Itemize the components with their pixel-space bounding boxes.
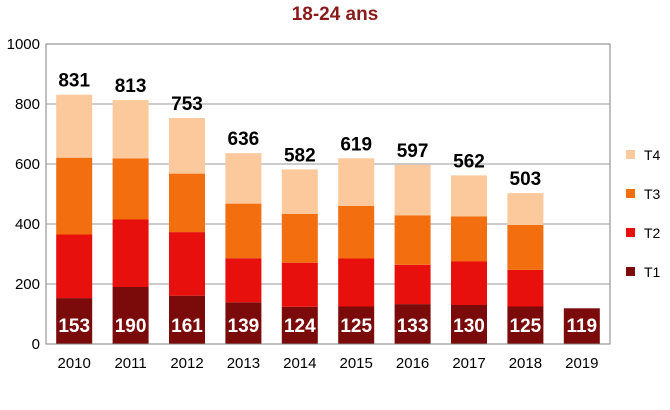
bar-segment-t2: [56, 234, 93, 299]
data-label-total: 597: [397, 141, 429, 162]
y-tick-label: 200: [15, 276, 40, 293]
y-tick-label: 800: [15, 96, 40, 113]
legend-label: T1: [644, 264, 661, 280]
data-label-total: 813: [115, 76, 147, 97]
data-label-t1: 124: [284, 316, 316, 337]
bar-segment-t2: [394, 264, 431, 305]
data-label-t1: 133: [397, 316, 429, 337]
x-tick-label: 2013: [227, 355, 260, 372]
bar-segment-t2: [281, 262, 318, 307]
bar-segment-t3: [338, 206, 375, 259]
bar-segment-t4: [225, 153, 262, 204]
data-label-t1: 190: [115, 316, 147, 337]
x-tick-label: 2011: [114, 355, 146, 372]
bar-segment-t2: [225, 258, 262, 303]
x-tick-label: 2018: [509, 355, 542, 372]
legend: T4 T3 T2 T1: [626, 147, 661, 280]
bar-segment-t1: [169, 295, 205, 344]
bar-segment-t4: [394, 164, 431, 216]
bar-segment-t2: [451, 261, 487, 305]
legend-label: T2: [644, 225, 661, 241]
bar-segment-t4: [56, 94, 93, 158]
x-tick-label: 2016: [396, 355, 429, 372]
data-label-t1: 161: [171, 316, 203, 337]
data-label-total: 636: [228, 129, 260, 150]
data-label-t1: 125: [510, 316, 542, 337]
data-label-total: 562: [453, 151, 485, 172]
bar-segment-t3: [507, 224, 544, 270]
bar-segment-t4: [281, 169, 318, 214]
bar-segment-t3: [394, 215, 431, 265]
data-label-total: 582: [284, 145, 316, 166]
bar-segment-t3: [451, 216, 487, 262]
x-tick-label: 2010: [58, 355, 91, 372]
legend-swatch-t2: [626, 228, 635, 237]
bar-segment-t4: [112, 100, 149, 159]
bar-segment-t4: [507, 193, 544, 225]
y-tick-label: 400: [15, 216, 40, 233]
data-label-t1: 153: [58, 316, 90, 337]
legend-label: T3: [644, 186, 661, 202]
x-tick-label: 2015: [340, 355, 373, 372]
y-tick-label: 1000: [7, 36, 40, 53]
x-tick-label: 2014: [283, 355, 316, 372]
x-tick-label: 2017: [452, 355, 485, 372]
y-tick-label: 0: [32, 336, 40, 353]
bar-segment-t3: [225, 203, 262, 259]
legend-swatch-t4: [626, 150, 635, 159]
plot-frame: [45, 43, 611, 345]
bar-segment-t2: [338, 258, 375, 307]
bar-segment-t1: [338, 306, 375, 344]
data-label-total: 619: [340, 134, 372, 155]
legend-label: T4: [644, 147, 661, 163]
data-label-t1: 119: [566, 316, 597, 337]
data-label-total: 831: [58, 71, 90, 92]
bar-segment-t1: [507, 306, 544, 344]
chart-title: 18-24 ans: [291, 4, 379, 25]
data-label-t1: 125: [340, 316, 372, 337]
bar-segment-t3: [56, 157, 93, 235]
legend-swatch-t3: [626, 189, 635, 198]
data-label-total: 753: [171, 94, 203, 115]
y-tick-label: 600: [15, 156, 40, 173]
bar-segment-t1: [225, 302, 262, 344]
data-labels: 153 831 190 813 161 753 139 636 124 582 125 619 133 5…: [58, 71, 597, 337]
axes: 0 200 400 600 800 1000 2010 2011 2012 2013 2014 201…: [7, 36, 611, 372]
data-label-total: 503: [510, 169, 542, 190]
bar-segment-t3: [112, 158, 149, 220]
bar-segment-t2: [169, 232, 205, 296]
data-label-t1: 139: [228, 316, 260, 337]
bar-segment-t1: [563, 308, 600, 344]
bar-segment-t3: [169, 173, 205, 233]
bar-segment-t3: [281, 213, 318, 263]
bar-segment-t2: [112, 219, 149, 287]
x-tick-label: 2012: [170, 355, 203, 372]
bar-segment-t1: [56, 298, 93, 344]
data-label-t1: 130: [453, 316, 485, 337]
bar-segment-t1: [281, 306, 318, 344]
bar-segment-t4: [169, 118, 205, 174]
bar-segment-t2: [507, 269, 544, 307]
bar-segment-t1: [112, 287, 149, 344]
bar-segment-t1: [394, 304, 431, 344]
bars: [56, 94, 600, 344]
legend-swatch-t1: [626, 267, 635, 276]
x-tick-label: 2019: [565, 355, 598, 372]
bar-segment-t4: [338, 158, 375, 206]
bar-segment-t4: [451, 175, 487, 217]
bar-segment-t1: [451, 305, 487, 344]
